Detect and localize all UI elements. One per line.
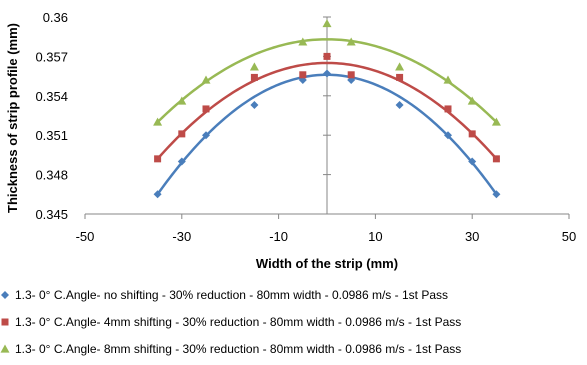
data-point-square <box>468 130 476 138</box>
legend-label: 1.3- 0° C.Angle- 4mm shifting - 30% redu… <box>15 315 461 329</box>
data-point-triangle <box>177 96 187 105</box>
data-point-diamond <box>468 157 477 166</box>
data-point-square <box>299 71 307 79</box>
data-point-square <box>444 105 452 113</box>
data-point-triangle <box>395 62 405 71</box>
data-point-triangle <box>443 75 453 84</box>
data-point-square <box>492 155 500 163</box>
series-3 <box>153 19 501 126</box>
trendline <box>156 61 498 160</box>
trendline <box>156 38 498 123</box>
y-tick-label: 0.351 <box>35 128 68 143</box>
chart-series <box>153 19 501 199</box>
x-tick-label: 30 <box>465 229 479 244</box>
y-tick-label: 0.354 <box>35 89 68 104</box>
series-2 <box>154 52 500 163</box>
y-axis-title: Thickness of strip profile (mm) <box>5 23 20 213</box>
data-point-triangle <box>153 117 163 126</box>
legend-item: 1.3- 0° C.Angle- no shifting - 30% reduc… <box>1 288 448 302</box>
legend-marker <box>1 291 9 299</box>
legend-label: 1.3- 0° C.Angle- no shifting - 30% reduc… <box>15 288 448 302</box>
data-point-diamond <box>153 190 162 199</box>
legend-marker <box>1 318 9 326</box>
data-point-square <box>347 71 355 79</box>
data-point-triangle <box>249 62 259 71</box>
legend: 1.3- 0° C.Angle- no shifting - 30% reduc… <box>0 288 461 356</box>
y-tick-label: 0.345 <box>35 207 68 222</box>
y-tick-label: 0.348 <box>35 168 68 183</box>
legend-label: 1.3- 0° C.Angle- 8mm shifting - 30% redu… <box>15 342 461 356</box>
x-tick-label: -30 <box>172 229 191 244</box>
x-tick-label: 50 <box>562 229 576 244</box>
data-point-square <box>154 155 162 163</box>
x-axis-title: Width of the strip (mm) <box>256 256 398 271</box>
legend-item: 1.3- 0° C.Angle- 8mm shifting - 30% redu… <box>0 342 461 356</box>
legend-item: 1.3- 0° C.Angle- 4mm shifting - 30% redu… <box>1 315 461 329</box>
data-point-square <box>202 105 210 113</box>
data-point-triangle <box>491 117 501 126</box>
data-point-triangle <box>201 75 211 84</box>
data-point-diamond <box>492 190 501 199</box>
data-point-triangle <box>298 37 308 46</box>
data-point-square <box>250 73 258 81</box>
data-point-diamond <box>202 131 210 140</box>
x-tick-label: 10 <box>368 229 382 244</box>
x-tick-label: -10 <box>269 229 288 244</box>
data-point-square <box>323 52 331 60</box>
x-tick-label: -50 <box>76 229 95 244</box>
data-point-diamond <box>177 157 186 166</box>
legend-marker <box>0 344 10 353</box>
chart-axes: -50 -30 -10 10 30 50 0.345 0.348 0.351 0.354 0.357… <box>35 10 576 244</box>
y-tick-label: 0.36 <box>43 10 68 25</box>
data-point-triangle <box>467 96 477 105</box>
data-point-diamond <box>323 69 331 78</box>
data-point-diamond <box>444 131 452 140</box>
data-point-triangle <box>322 19 332 28</box>
data-point-square <box>396 73 404 81</box>
series-1 <box>153 69 501 199</box>
data-point-triangle <box>346 37 356 46</box>
data-point-diamond <box>395 100 404 109</box>
data-point-square <box>178 130 186 138</box>
data-point-diamond <box>250 100 259 109</box>
y-tick-label: 0.357 <box>35 49 68 64</box>
